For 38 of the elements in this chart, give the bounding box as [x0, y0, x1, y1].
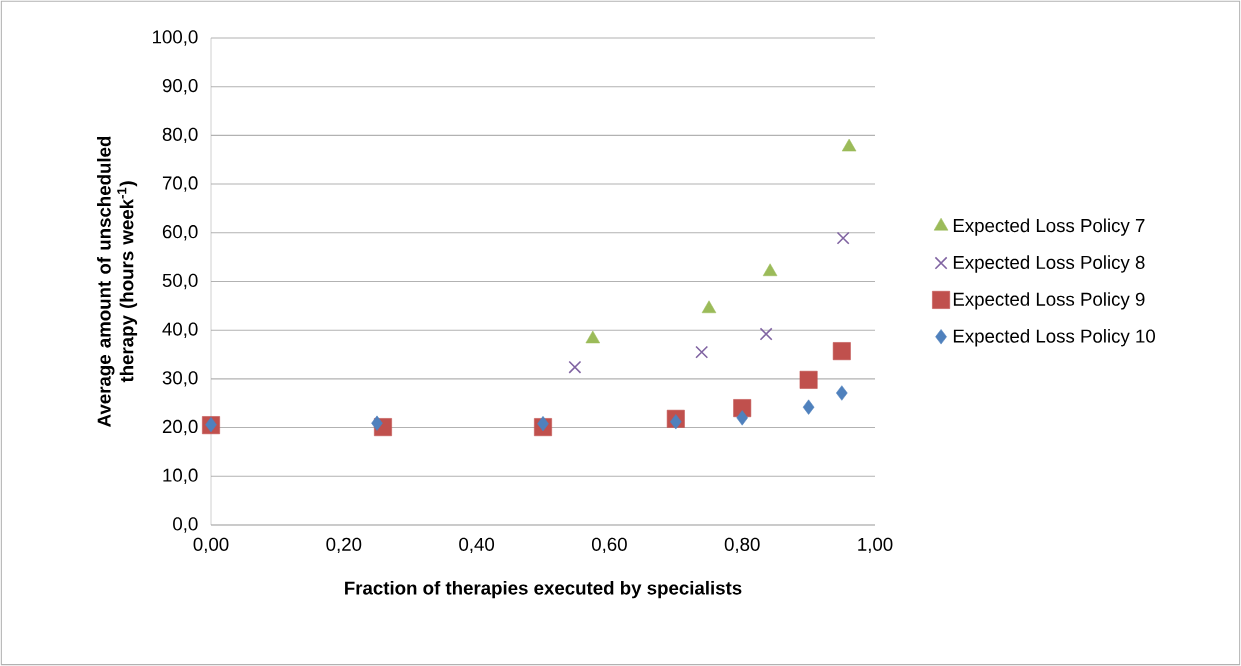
point	[802, 399, 815, 415]
legend-label: Expected Loss Policy 9	[953, 292, 1145, 310]
x-tick-label: 1,00	[858, 537, 893, 554]
y-tick-label: 20,0	[162, 419, 198, 436]
x-tick-label: 0,80	[724, 537, 760, 554]
point	[736, 410, 748, 426]
legend-label: Expected Loss Policy 7	[953, 218, 1145, 236]
point	[841, 138, 857, 152]
point	[371, 415, 383, 431]
legend-label: Expected Loss Policy 8	[953, 255, 1145, 273]
legend-label: Expected Loss Policy 10	[953, 329, 1156, 347]
point	[836, 385, 848, 401]
x-tick-label: 0,40	[459, 537, 495, 554]
x-tick-label: 0,60	[591, 537, 627, 554]
x-tick-label: 0,00	[193, 537, 229, 554]
y-tick-label: 50,0	[162, 273, 198, 290]
point	[568, 360, 582, 374]
y-tick-label: 30,0	[162, 371, 198, 387]
point	[670, 414, 682, 430]
x-tick-label: 0,20	[326, 537, 362, 554]
point	[799, 370, 818, 389]
point	[759, 327, 773, 341]
point	[537, 416, 549, 432]
point	[585, 330, 601, 344]
y-tick-label: 70,0	[162, 176, 198, 192]
y-tick-label: 10,0	[163, 468, 198, 484]
point	[832, 342, 851, 361]
x-axis-title: Fraction of therapies executed by specialists	[345, 580, 742, 599]
y-tick-label: 0,0	[173, 517, 198, 533]
y-tick-label: 60,0	[162, 225, 198, 241]
point	[695, 345, 709, 359]
point	[762, 263, 778, 277]
y-tick-label: 80,0	[162, 127, 198, 144]
y-tick-label: 100,0	[153, 30, 198, 46]
point	[836, 231, 850, 245]
y-tick-label: 40,0	[162, 322, 198, 338]
y-tick-label: 90,0	[162, 78, 198, 95]
point	[701, 300, 717, 314]
